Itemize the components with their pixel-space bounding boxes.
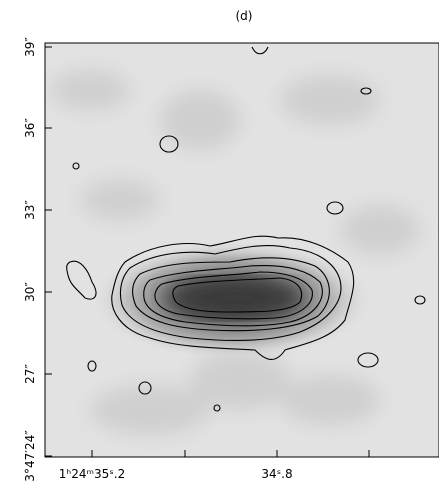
y-tick-label: 33″ xyxy=(23,200,37,220)
panel-label: (d) xyxy=(236,9,253,23)
y-tick-label: 36″ xyxy=(23,118,37,138)
contours xyxy=(66,46,426,412)
x-tick-label: 1ʰ24ᵐ35ˢ.2 xyxy=(59,467,125,481)
ticks xyxy=(45,46,370,457)
y-tick-label: 39″ xyxy=(23,37,37,57)
y-tick-label: 27″ xyxy=(23,364,37,384)
y-tick-label: 3°47′24″ xyxy=(23,430,37,482)
image xyxy=(45,43,439,457)
frame xyxy=(44,42,439,458)
y-tick-label: 30″ xyxy=(23,282,37,302)
x-tick-label: 34ˢ.8 xyxy=(261,467,292,481)
